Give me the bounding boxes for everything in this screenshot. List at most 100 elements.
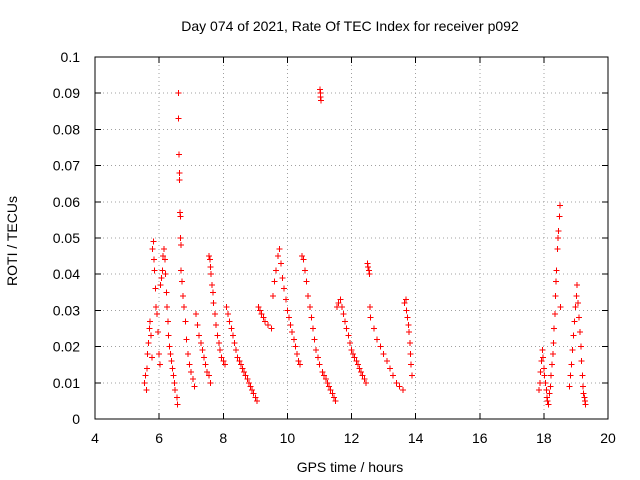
data-point [567, 372, 574, 379]
x-tick-label: 12 [344, 430, 360, 446]
data-point [292, 343, 299, 350]
data-point [172, 387, 179, 394]
data-point [154, 311, 161, 318]
data-point [396, 383, 403, 390]
data-point [293, 350, 300, 357]
data-point [340, 311, 347, 318]
data-point [207, 263, 214, 270]
data-point [176, 169, 183, 176]
data-point [554, 245, 561, 252]
data-point [306, 303, 313, 310]
data-point [225, 311, 232, 318]
data-point [162, 271, 169, 278]
data-point [305, 292, 312, 299]
data-point [245, 379, 252, 386]
data-point [576, 314, 583, 321]
data-point [390, 372, 397, 379]
data-point [374, 336, 381, 343]
data-point [367, 303, 374, 310]
data-point [380, 350, 387, 357]
data-point [177, 242, 184, 249]
data-point [319, 368, 326, 375]
data-point [176, 177, 183, 184]
data-point [348, 347, 355, 354]
data-point [405, 321, 412, 328]
data-point [572, 303, 579, 310]
data-point [192, 311, 199, 318]
data-point [324, 379, 331, 386]
data-point [152, 285, 159, 292]
data-point [249, 387, 256, 394]
data-point [358, 368, 365, 375]
y-tick-label: 0.02 [53, 339, 80, 355]
data-point [541, 372, 548, 379]
data-point [155, 350, 162, 357]
data-point [244, 376, 251, 383]
data-point [191, 383, 198, 390]
data-point [154, 329, 161, 336]
data-point [289, 329, 296, 336]
data-point [183, 336, 190, 343]
data-point [571, 318, 578, 325]
data-point [550, 339, 557, 346]
data-point [168, 358, 175, 365]
data-point [401, 300, 408, 307]
data-point [261, 318, 268, 325]
data-point [142, 372, 149, 379]
y-tick-label: 0.06 [53, 194, 80, 210]
y-tick-label: 0.03 [53, 302, 80, 318]
y-tick-label: 0.09 [53, 85, 80, 101]
data-point [150, 238, 157, 245]
data-point [268, 325, 275, 332]
data-point [575, 300, 582, 307]
data-point [175, 115, 182, 122]
data-point [197, 339, 204, 346]
data-point [226, 318, 233, 325]
data-point [406, 339, 413, 346]
data-point [287, 321, 294, 328]
data-point [404, 314, 411, 321]
data-point [174, 401, 181, 408]
data-point [271, 278, 278, 285]
data-point [556, 213, 563, 220]
chart-title: Day 074 of 2021, Rate Of TEC Index for r… [181, 18, 519, 34]
data-point [176, 151, 183, 158]
data-point [258, 311, 265, 318]
data-point [359, 372, 366, 379]
data-point [303, 278, 310, 285]
data-point [180, 292, 187, 299]
data-point [153, 303, 160, 310]
data-point [221, 361, 228, 368]
data-point [220, 358, 227, 365]
data-point [350, 350, 357, 357]
data-point [332, 397, 339, 404]
data-point [399, 387, 406, 394]
data-point [310, 325, 317, 332]
data-point [579, 383, 586, 390]
y-tick-label: 0.04 [53, 266, 80, 282]
data-point [285, 314, 292, 321]
data-point [186, 361, 193, 368]
data-point [169, 365, 176, 372]
data-point [540, 354, 547, 361]
data-point [362, 379, 369, 386]
data-point [370, 325, 377, 332]
data-point [160, 245, 167, 252]
data-point [547, 383, 554, 390]
data-point [205, 253, 212, 260]
data-point [403, 307, 410, 314]
data-point [568, 361, 575, 368]
data-point [199, 347, 206, 354]
data-point [163, 289, 170, 296]
data-point [253, 397, 260, 404]
data-point [231, 339, 238, 346]
data-point [239, 365, 246, 372]
x-tick-label: 20 [600, 430, 616, 446]
data-point [207, 379, 214, 386]
data-point [540, 365, 547, 372]
data-point [166, 343, 173, 350]
data-point [218, 354, 225, 361]
data-point [284, 307, 291, 314]
data-point [578, 358, 585, 365]
